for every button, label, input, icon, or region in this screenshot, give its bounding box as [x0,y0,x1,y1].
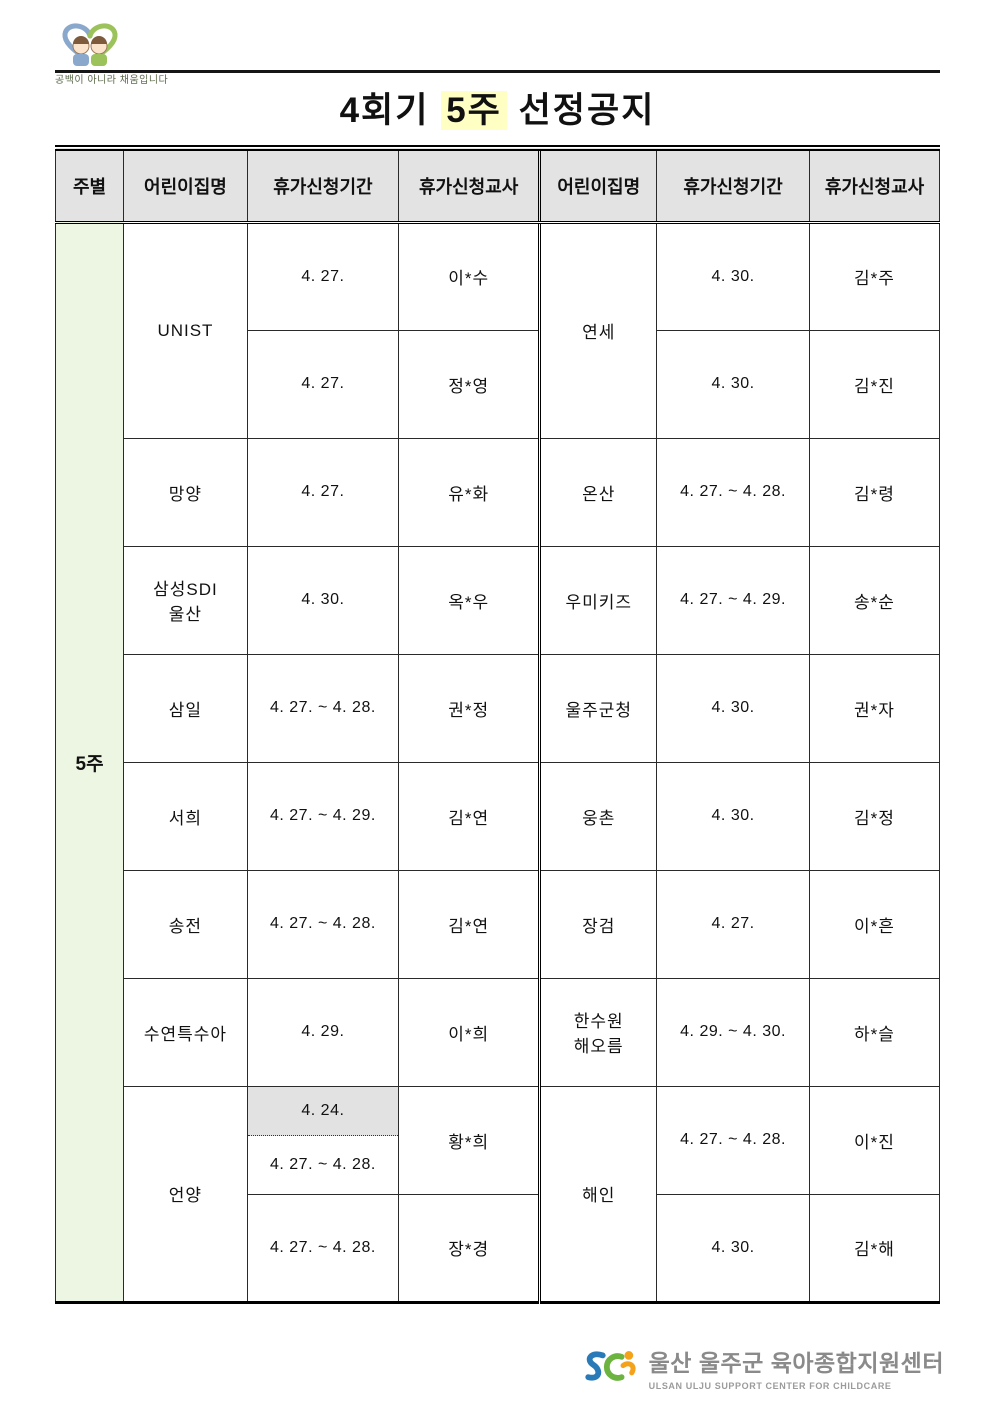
teacher-cell: 권*자 [809,653,940,763]
period-cell: 4. 27. [246,221,399,331]
header-period-left: 휴가신청기간 [246,147,399,224]
daycare-name-cell: 울주군청 [538,653,658,763]
header-week: 주별 [54,147,125,224]
period-cell-bottom: 4. 27. ~ 4. 28. [269,1155,376,1173]
daycare-name-cell: 웅촌 [538,761,658,871]
period-cell: 4. 27. [246,329,399,439]
table-row: 삼일 4. 27. ~ 4. 28. 권*정 울주군청 4. 30. 권*자 [56,653,940,763]
period-cell: 4. 27. [656,869,811,979]
period-cell: 4. 29. [246,977,399,1087]
title-suffix: 선정공지 [518,91,656,130]
teacher-cell: 김*연 [397,761,541,871]
daycare-name-cell: UNIST [123,221,248,439]
support-center-logo-icon [584,1351,636,1381]
period-cell: 4. 27. ~ 4. 29. [246,761,399,871]
tagline: 공백이 아니라 채움입니다 [55,75,169,86]
header-logo-row [55,20,940,68]
title-highlight: 5주 [441,91,507,130]
daycare-name-cell: 삼일 [123,653,248,763]
teacher-cell: 옥*우 [397,545,541,655]
teacher-cell: 김*진 [809,329,940,439]
teacher-cell: 김*해 [809,1193,940,1303]
daycare-name-cell: 장검 [538,869,658,979]
teacher-cell: 황*희 [397,1085,541,1195]
table-row: 5주 UNIST 4. 27. 이*수 연세 4. 30. 김*주 [54,221,940,1303]
footer-org-name: 울산 울주군 육아종합지원센터 [648,1349,944,1376]
daycare-name-cell: 송전 [123,869,248,979]
period-cell: 4. 27. ~ 4. 28. [656,437,811,547]
teacher-cell: 유*화 [397,437,541,547]
teacher-cell: 김*정 [809,761,940,871]
footer: 울산 울주군 육아종합지원센터 ULSAN ULJU SUPPORT CENTE… [581,1343,944,1391]
daycare-name-cell: 해인 [538,1085,658,1303]
period-cell: 4. 30. [656,761,811,871]
teacher-cell: 이*흔 [809,869,940,979]
period-cell: 4. 30. [656,653,811,763]
header-row: 주별 어린이집명 휴가신청기간 휴가신청교사 어린이집명 휴가신청기간 휴가신청… [54,147,940,224]
daycare-name-cell: 연세 [538,221,658,439]
period-cell-split: 4. 24. 4. 27. ~ 4. 28. [246,1085,399,1195]
table-row: 망양 4. 27. 유*화 온산 4. 27. ~ 4. 28. 김*령 [56,437,940,547]
teacher-cell: 이*수 [397,221,541,331]
table-row: 수연특수아 4. 29. 이*희 한수원 해오름 4. 29. ~ 4. 30.… [56,977,940,1087]
top-divider [55,70,940,73]
period-cell: 4. 27. [246,437,399,547]
table-row: 삼성SDI 울산 4. 30. 옥*우 우미키즈 4. 27. ~ 4. 29.… [56,545,940,655]
table-row: 4. 27. 정*영 4. 30. 김*진 [56,329,940,439]
teacher-cell: 김*연 [397,869,541,979]
period-cell: 4. 30. [656,221,811,331]
header-daycare-left: 어린이집명 [123,147,248,224]
table-row: 언양 4. 24. 4. 27. ~ 4. 28. 황*희 해인 4. 27. … [56,1085,940,1303]
page-title: 4회기 5주 선정공지 [55,89,940,133]
daycare-name-cell: 온산 [538,437,658,547]
teacher-cell: 송*순 [809,545,940,655]
period-cell: 4. 30. [656,329,811,439]
header-teacher-right: 휴가신청교사 [809,147,940,224]
daycare-name-cell: 삼성SDI 울산 [123,545,248,655]
teacher-cell: 정*영 [397,329,541,439]
period-cell: 4. 27. ~ 4. 28. [246,653,399,763]
teacher-cell: 장*경 [397,1193,541,1303]
vacation-table: 주별 어린이집명 휴가신청기간 휴가신청교사 어린이집명 휴가신청기간 휴가신청… [54,145,940,1304]
period-cell: 4. 29. ~ 4. 30. [656,977,811,1087]
table-row: 4. 27. ~ 4. 28. 장*경 4. 30. 김*해 [56,1193,940,1303]
header-teacher-left: 휴가신청교사 [397,147,541,224]
daycare-name-cell: 언양 [123,1085,248,1303]
teacher-cell: 김*령 [809,437,940,547]
teacher-cell: 이*진 [809,1085,940,1195]
heart-children-logo-icon [62,23,118,66]
teacher-cell: 권*정 [397,653,541,763]
daycare-name-cell: 서희 [123,761,248,871]
table-row: 서희 4. 27. ~ 4. 29. 김*연 웅촌 4. 30. 김*정 [56,761,940,871]
period-cell: 4. 30. [656,1193,811,1303]
period-cell: 4. 27. ~ 4. 28. [656,1085,811,1195]
header-period-right: 휴가신청기간 [656,147,811,224]
period-cell: 4. 30. [246,545,399,655]
footer-org-name-en: ULSAN ULJU SUPPORT CENTER FOR CHILDCARE [648,1380,892,1391]
teacher-cell: 김*주 [809,221,940,331]
daycare-name-cell: 망양 [123,437,248,547]
period-cell: 4. 27. ~ 4. 28. [246,1193,399,1303]
teacher-cell: 이*희 [397,977,541,1087]
daycare-name-cell: 한수원 해오름 [538,977,658,1087]
header-daycare-right: 어린이집명 [538,147,658,224]
period-cell: 4. 27. ~ 4. 29. [656,545,811,655]
table-row: 송전 4. 27. ~ 4. 28. 김*연 장검 4. 27. 이*흔 [56,869,940,979]
week-cell: 5주 [54,221,125,1303]
period-cell: 4. 27. ~ 4. 28. [246,869,399,979]
daycare-name-cell: 우미키즈 [538,545,658,655]
period-cell-top: 4. 24. [247,1087,398,1136]
daycare-name-cell: 수연특수아 [123,977,248,1087]
title-prefix: 4회기 [339,91,430,130]
teacher-cell: 하*슬 [809,977,940,1087]
